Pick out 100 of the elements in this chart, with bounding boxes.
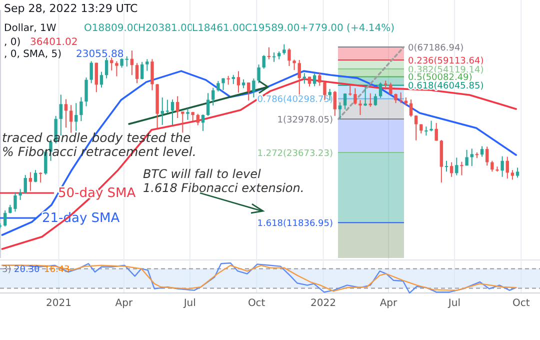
candlestick: [399, 92, 402, 104]
candlestick: [470, 148, 474, 167]
candlestick: [69, 104, 73, 134]
candlestick: [80, 96, 83, 122]
ref-line-label: 1.272(23673.23): [257, 149, 333, 160]
candlestick: [232, 74, 235, 85]
candlestick: [510, 170, 514, 180]
ref-line-label: 0.618(46045.85): [408, 82, 484, 92]
annotation: 20.30: [14, 265, 40, 275]
candlestick: [176, 96, 180, 119]
candlestick: [338, 102, 342, 120]
candlestick: [135, 62, 139, 84]
annotation: , 0): [4, 37, 21, 48]
candlestick: [262, 54, 266, 70]
candlestick: [368, 92, 372, 108]
x-tick-label: Apr: [115, 298, 134, 309]
candlestick: [84, 77, 88, 107]
candlestick: [130, 50, 134, 76]
candlestick: [28, 172, 32, 192]
x-tick-label: Jul: [182, 298, 196, 309]
candlestick: [201, 114, 205, 132]
annotation: O18809.00: [84, 23, 140, 34]
candlestick: [247, 82, 250, 101]
candlestick: [110, 56, 114, 71]
candlestick: [434, 122, 438, 142]
annotation: 23055.88: [76, 49, 124, 60]
candlestick: [394, 93, 398, 104]
candlestick: [288, 48, 291, 66]
candlestick: [485, 146, 489, 166]
candlestick: [170, 98, 174, 126]
candlestick: [115, 60, 118, 77]
ref-line-label: 0.236(59113.64): [408, 56, 484, 66]
annotation: , 0, SMA, 5): [4, 49, 62, 60]
candlestick: [292, 59, 296, 71]
annotation: BTC will fall to level: [143, 167, 262, 181]
candlestick: [140, 61, 144, 80]
x-tick-label: 2022: [310, 298, 336, 309]
candlestick: [333, 90, 336, 116]
candlestick: [308, 76, 312, 87]
candlestick: [14, 192, 17, 212]
candlestick: [490, 160, 494, 172]
x-tick-label: Oct: [248, 298, 266, 309]
candlestick: [150, 58, 154, 91]
candlestick: [465, 149, 468, 166]
ref-line-label: 0(67186.94): [408, 44, 464, 54]
candlestick: [34, 170, 38, 183]
candlestick: [64, 98, 68, 128]
candlestick: [24, 174, 27, 194]
candlestick: [74, 102, 78, 132]
annotation: C19589.00: [245, 23, 300, 34]
candlestick: [181, 111, 184, 134]
annotation: L18461.00: [192, 23, 246, 34]
candlestick: [196, 113, 200, 126]
ref-line-label: 0.786(40298.75): [257, 95, 333, 106]
candlestick: [318, 72, 322, 86]
candlestick: [374, 93, 378, 106]
ref-line-label: 1.618(11836.95): [257, 219, 333, 230]
candlestick: [216, 80, 220, 92]
candlestick: [94, 62, 98, 93]
x-tick-label: Oct: [512, 298, 530, 309]
candlestick: [358, 99, 362, 116]
candlestick: [500, 156, 504, 178]
annotation: Sep 28, 2022 13:29 UTC: [4, 2, 138, 15]
ref-line-label: 0.382(54119.14): [408, 65, 484, 76]
candlestick: [354, 88, 357, 106]
candlestick: [100, 71, 104, 88]
candlestick: [378, 82, 382, 98]
x-tick-label: Apr: [380, 298, 398, 309]
candlestick: [166, 99, 170, 114]
candlestick: [480, 146, 484, 158]
annotation: +779.00 (+4.14%): [300, 23, 395, 34]
candlestick: [38, 172, 42, 183]
candlestick: [430, 120, 433, 132]
candlestick: [506, 156, 509, 180]
candlestick: [343, 92, 347, 110]
candlestick: [282, 44, 286, 56]
candlestick: [455, 157, 458, 176]
candlestick: [364, 86, 367, 106]
candlestick: [298, 59, 301, 96]
candlestick: [409, 98, 413, 118]
x-tick-label: Jul: [447, 298, 461, 309]
candlestick: [257, 64, 260, 84]
candlestick: [186, 108, 190, 120]
x-tick-label: 2021: [46, 298, 72, 309]
candlestick: [160, 96, 164, 126]
candlestick: [3, 210, 7, 227]
annotation: Dollar, 1W: [4, 23, 56, 34]
candlestick: [302, 72, 306, 84]
candlestick: [460, 161, 464, 176]
candlestick: [18, 188, 22, 201]
candlestick: [389, 82, 392, 95]
candlestick: [516, 167, 520, 178]
candlestick: [252, 78, 256, 98]
annotation: 36401.02: [30, 37, 78, 48]
candlestick: [236, 70, 240, 94]
annotation: H20381.00: [138, 23, 194, 34]
annotation: 16.43: [44, 265, 70, 275]
candlestick: [222, 78, 225, 91]
candlestick: [146, 58, 149, 72]
candlestick: [450, 162, 454, 178]
